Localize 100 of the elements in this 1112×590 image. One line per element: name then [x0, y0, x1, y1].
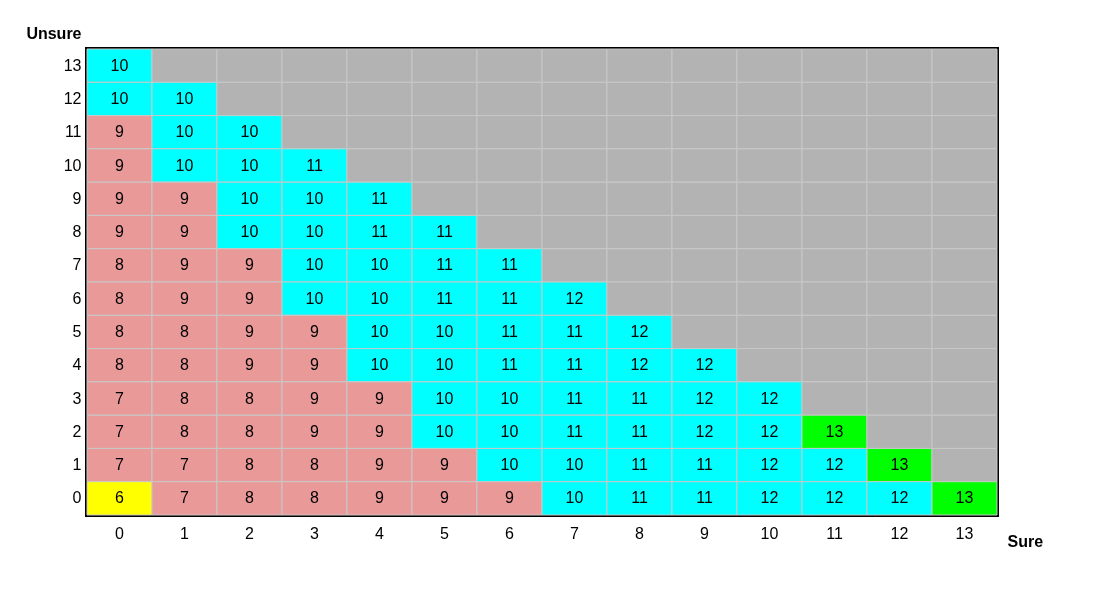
y-tick-label: 7	[72, 256, 82, 274]
data-label: 9	[375, 389, 385, 407]
data-label: 9	[180, 223, 190, 241]
data-label: 9	[310, 356, 320, 374]
data-label: 10	[370, 289, 389, 307]
data-label: 11	[566, 389, 583, 407]
y-axis-title: Unsure	[26, 24, 82, 42]
x-tick-label: 0	[115, 524, 125, 542]
data-label: 7	[115, 456, 125, 474]
data-label: 11	[306, 156, 323, 174]
x-tick-label: 5	[440, 524, 450, 542]
data-label: 7	[115, 389, 125, 407]
data-label: 11	[436, 289, 453, 307]
x-tick-label: 13	[955, 524, 974, 542]
data-label: 8	[245, 422, 255, 440]
data-label: 12	[890, 489, 909, 507]
y-tick-label: 6	[72, 289, 82, 307]
data-label: 10	[305, 223, 324, 241]
data-label: 9	[115, 189, 125, 207]
y-tick-label: 5	[72, 322, 82, 340]
data-label: 9	[245, 356, 255, 374]
data-label: 9	[310, 389, 320, 407]
data-label: 8	[115, 289, 125, 307]
data-label: 8	[310, 489, 320, 507]
data-label: 12	[760, 422, 779, 440]
data-label: 12	[630, 356, 649, 374]
data-label: 12	[695, 356, 714, 374]
data-label: 9	[245, 256, 255, 274]
x-tick-label: 2	[245, 524, 255, 542]
data-label: 10	[305, 189, 324, 207]
data-label: 7	[180, 489, 190, 507]
data-label: 12	[630, 322, 649, 340]
data-label: 10	[500, 389, 519, 407]
data-label: 11	[436, 223, 453, 241]
data-label: 9	[180, 256, 190, 274]
x-tick-label: 4	[375, 524, 385, 542]
data-label: 11	[566, 356, 583, 374]
data-label: 8	[310, 456, 320, 474]
x-tick-label: 12	[890, 524, 909, 542]
data-label: 9	[180, 189, 190, 207]
data-label: 9	[375, 456, 385, 474]
data-label: 8	[180, 356, 190, 374]
data-label: 9	[115, 123, 125, 141]
data-label: 10	[305, 256, 324, 274]
data-label: 10	[110, 89, 129, 107]
data-label: 11	[501, 256, 518, 274]
data-label: 10	[435, 322, 454, 340]
x-axis-title: Sure	[1007, 532, 1044, 550]
x-tick-label: 6	[505, 524, 515, 542]
data-label: 12	[695, 422, 714, 440]
x-tick-label: 11	[826, 524, 843, 542]
data-label: 8	[180, 389, 190, 407]
data-label: 10	[370, 322, 389, 340]
y-tick-label: 8	[72, 223, 82, 241]
data-label: 12	[695, 389, 714, 407]
data-label: 9	[115, 223, 125, 241]
data-label: 9	[180, 289, 190, 307]
data-label: 10	[435, 356, 454, 374]
data-label: 8	[180, 322, 190, 340]
data-label: 8	[115, 322, 125, 340]
data-label: 8	[115, 356, 125, 374]
data-label: 10	[435, 422, 454, 440]
y-tick-label: 3	[72, 389, 82, 407]
data-label: 8	[115, 256, 125, 274]
data-label: 8	[245, 389, 255, 407]
data-label: 12	[760, 489, 779, 507]
y-tick-label: 0	[72, 489, 82, 507]
data-label: 11	[436, 256, 453, 274]
data-label: 9	[115, 156, 125, 174]
data-label: 9	[245, 289, 255, 307]
data-label: 11	[501, 322, 518, 340]
data-label: 11	[696, 489, 713, 507]
data-label: 8	[245, 489, 255, 507]
data-label: 11	[631, 422, 648, 440]
data-label: 10	[175, 89, 194, 107]
data-label: 12	[760, 389, 779, 407]
x-tick-label: 9	[700, 524, 710, 542]
data-label: 11	[501, 356, 518, 374]
data-label: 11	[566, 322, 583, 340]
y-tick-label: 13	[63, 56, 82, 74]
data-label: 10	[240, 156, 259, 174]
y-tick-label: 9	[72, 189, 82, 207]
x-tick-label: 7	[570, 524, 580, 542]
data-label: 10	[305, 289, 324, 307]
data-label: 13	[825, 422, 844, 440]
data-label: 8	[180, 422, 190, 440]
data-label: 10	[370, 356, 389, 374]
y-tick-label: 11	[64, 123, 82, 141]
data-label: 7	[115, 422, 125, 440]
data-label: 7	[180, 456, 190, 474]
x-tick-label: 8	[635, 524, 645, 542]
data-label: 12	[825, 489, 844, 507]
data-label: 10	[500, 422, 519, 440]
data-label: 9	[375, 422, 385, 440]
data-label: 11	[631, 389, 648, 407]
data-label: 13	[955, 489, 974, 507]
data-label: 9	[440, 489, 450, 507]
data-label: 10	[500, 456, 519, 474]
data-label: 11	[371, 223, 388, 241]
y-tick-label: 2	[72, 422, 82, 440]
